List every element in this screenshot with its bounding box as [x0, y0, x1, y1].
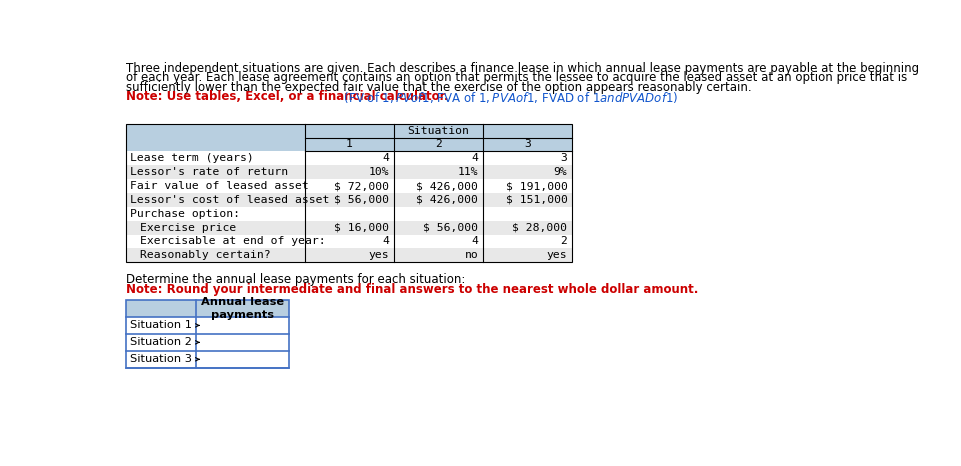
Text: Lessor's rate of return: Lessor's rate of return	[130, 167, 287, 177]
Text: Purchase option:: Purchase option:	[130, 209, 239, 219]
Bar	[126, 165, 572, 179]
Text: $ 151,000: $ 151,000	[505, 195, 567, 205]
Text: 4: 4	[382, 236, 389, 247]
Text: (FV of $1, PV of $1, FVA of $1, PVA of $1, FVAD of $1 and PVAD of $1): (FV of $1, PV of $1, FVA of $1, PVA of $…	[340, 90, 678, 105]
Text: 4: 4	[471, 236, 478, 247]
Text: $ 56,000: $ 56,000	[423, 223, 478, 233]
Bar	[126, 334, 289, 351]
Text: $ 16,000: $ 16,000	[333, 223, 389, 233]
Text: Situation 2: Situation 2	[130, 337, 191, 347]
Text: Situation 1: Situation 1	[130, 321, 191, 330]
Text: sufficiently lower than the expected fair value that the exercise of the option : sufficiently lower than the expected fai…	[126, 81, 752, 94]
Text: yes: yes	[546, 250, 567, 260]
Bar	[126, 151, 572, 165]
Text: Exercise price: Exercise price	[140, 223, 236, 233]
Text: 3: 3	[524, 139, 530, 150]
Text: 11%: 11%	[457, 167, 478, 177]
Text: Lessor's cost of leased asset: Lessor's cost of leased asset	[130, 195, 329, 205]
Text: $ 56,000: $ 56,000	[333, 195, 389, 205]
Text: 4: 4	[471, 153, 478, 163]
Bar	[126, 221, 572, 234]
Text: 2: 2	[434, 139, 441, 150]
Bar	[126, 123, 572, 262]
Text: 4: 4	[382, 153, 389, 163]
Bar	[126, 248, 572, 262]
Text: Annual lease
payments: Annual lease payments	[201, 297, 283, 320]
Text: $ 426,000: $ 426,000	[416, 181, 478, 191]
Text: Situation 3: Situation 3	[130, 354, 191, 364]
Text: Note: Round your intermediate and final answers to the nearest whole dollar amou: Note: Round your intermediate and final …	[126, 283, 698, 296]
Text: 9%: 9%	[554, 167, 567, 177]
Bar	[126, 317, 289, 334]
Text: 3: 3	[560, 153, 567, 163]
Text: 10%: 10%	[368, 167, 389, 177]
Text: $ 191,000: $ 191,000	[505, 181, 567, 191]
Text: no: no	[464, 250, 478, 260]
Bar	[126, 234, 572, 248]
Bar	[126, 300, 289, 317]
Bar	[126, 123, 572, 137]
Bar	[126, 193, 572, 207]
Text: Three independent situations are given. Each describes a finance lease in which : Three independent situations are given. …	[126, 62, 919, 75]
Text: 2: 2	[560, 236, 567, 247]
Text: Note: Use tables, Excel, or a financial calculator.: Note: Use tables, Excel, or a financial …	[126, 90, 449, 103]
Text: $ 28,000: $ 28,000	[512, 223, 567, 233]
Text: Determine the annual lease payments for each situation:: Determine the annual lease payments for …	[126, 273, 465, 286]
Text: Fair value of leased asset: Fair value of leased asset	[130, 181, 308, 191]
Text: Lease term (years): Lease term (years)	[130, 153, 253, 163]
Bar	[126, 179, 572, 193]
Text: yes: yes	[368, 250, 389, 260]
Text: of each year. Each lease agreement contains an option that permits the lessee to: of each year. Each lease agreement conta…	[126, 71, 907, 84]
Text: Situation: Situation	[407, 126, 469, 136]
Text: 1: 1	[345, 139, 353, 150]
Text: $ 72,000: $ 72,000	[333, 181, 389, 191]
Text: Reasonably certain?: Reasonably certain?	[140, 250, 271, 260]
Text: Exercisable at end of year:: Exercisable at end of year:	[140, 236, 326, 247]
Text: $ 426,000: $ 426,000	[416, 195, 478, 205]
Bar	[126, 207, 572, 221]
Bar	[126, 351, 289, 368]
Bar	[126, 300, 289, 368]
Bar	[126, 137, 572, 151]
